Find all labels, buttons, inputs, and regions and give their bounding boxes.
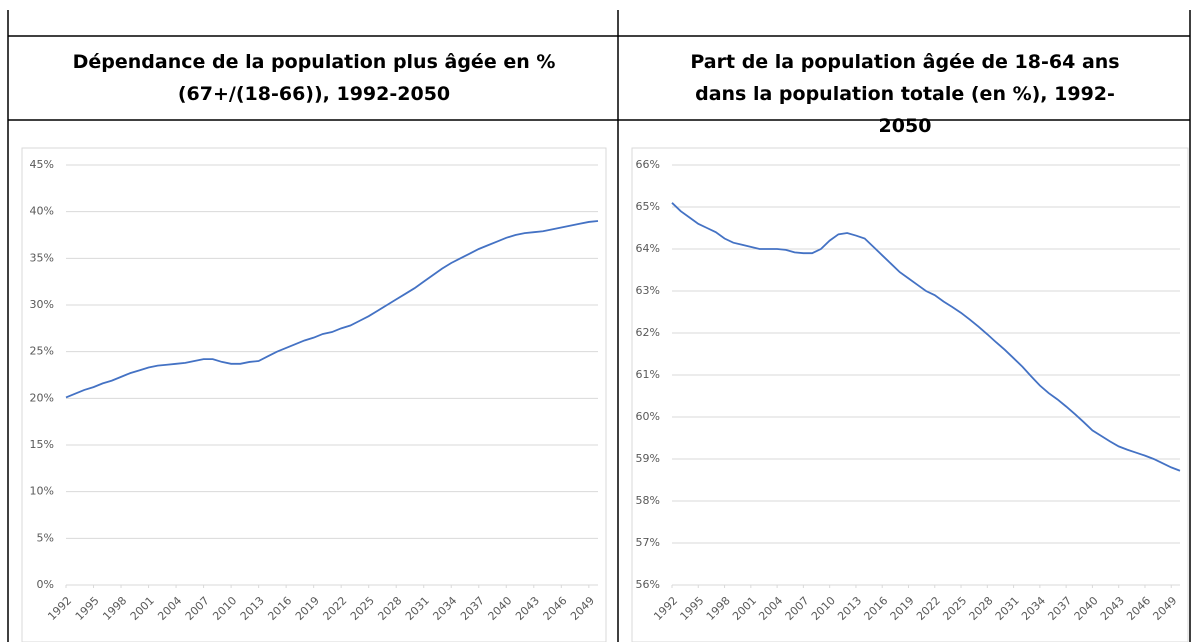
x-tick-label: 1995 [73,594,102,623]
y-tick-label: 35% [30,251,54,264]
table-borders [7,10,1191,642]
x-tick-label: 2022 [914,594,943,623]
x-tick-label: 2004 [756,594,785,623]
x-tick-label: 2022 [320,594,349,623]
y-tick-label: 61% [636,368,660,381]
x-tick-label: 2007 [783,594,812,623]
x-tick-label: 2001 [128,594,157,623]
x-tick-label: 2037 [458,594,487,623]
y-tick-label: 56% [636,578,660,591]
x-tick-label: 2037 [1045,594,1074,623]
y-tick-label: 58% [636,494,660,507]
x-tick-label: 2046 [541,594,570,623]
y-tick-label: 60% [636,410,660,423]
x-tick-label: 1992 [651,594,680,623]
x-tick-label: 2034 [1019,594,1048,623]
x-tick-label: 2034 [430,594,459,623]
x-tick-label: 1998 [100,594,129,623]
y-tick-label: 62% [636,326,660,339]
y-tick-label: 25% [30,345,54,358]
x-tick-label: 2031 [993,594,1022,623]
x-tick-label: 2004 [155,594,184,623]
x-tick-label: 2016 [265,594,294,623]
x-tick-label: 2049 [1150,594,1179,623]
y-tick-label: 0% [37,578,54,591]
x-tick-label: 2025 [348,594,377,623]
x-tick-label: 2043 [1098,594,1127,623]
chart-title: Part de la population âgée de 18-64 ans … [690,51,1120,137]
x-tick-label: 2031 [403,594,432,623]
y-tick-label: 65% [636,200,660,213]
x-tick-label: 2046 [1124,594,1153,623]
y-tick-label: 10% [30,485,54,498]
y-tick-label: 15% [30,438,54,451]
x-tick-label: 2028 [967,594,996,623]
x-tick-label: 2007 [183,594,212,623]
data-line [65,220,599,399]
x-tick-label: 2013 [238,594,267,623]
x-tick-label: 2010 [809,594,838,623]
x-tick-label: 2025 [940,594,969,623]
y-tick-label: 40% [30,205,54,218]
y-tick-label: 57% [636,536,660,549]
x-tick-label: 2043 [513,594,542,623]
y-tick-label: 64% [636,242,660,255]
chart-frame [21,147,607,642]
x-tick-label: 1995 [678,594,707,623]
x-tick-label: 2028 [375,594,404,623]
x-tick-label: 1998 [704,594,733,623]
x-tick-label: 2001 [730,594,759,623]
y-tick-label: 59% [636,452,660,465]
x-tick-label: 1992 [45,594,74,623]
y-tick-label: 66% [636,158,660,171]
x-tick-label: 2019 [888,594,917,623]
y-tick-label: 30% [30,298,54,311]
chart-title: Dépendance de la population plus âgée en… [72,51,556,105]
y-tick-label: 45% [30,158,54,171]
y-tick-label: 63% [636,284,660,297]
x-tick-label: 2049 [568,594,597,623]
x-tick-label: 2016 [861,594,890,623]
y-tick-label: 20% [30,391,54,404]
x-tick-label: 2019 [293,594,322,623]
data-line [671,202,1181,472]
x-tick-label: 2040 [486,594,515,623]
x-tick-label: 2013 [835,594,864,623]
x-tick-label: 2040 [1072,594,1101,623]
chart-frame [631,147,1189,642]
y-tick-label: 5% [37,531,54,544]
x-tick-label: 2010 [210,594,239,623]
